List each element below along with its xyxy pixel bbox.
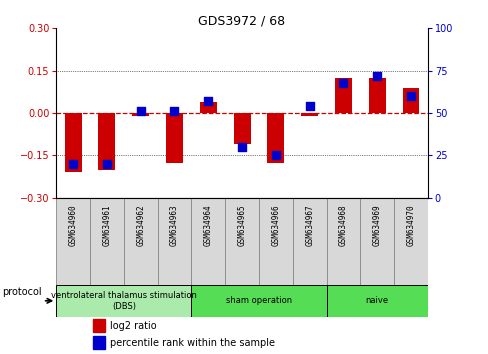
Point	[406, 93, 414, 99]
FancyBboxPatch shape	[56, 285, 191, 316]
Text: percentile rank within the sample: percentile rank within the sample	[110, 338, 275, 348]
FancyBboxPatch shape	[259, 198, 292, 285]
Point	[339, 80, 346, 85]
FancyBboxPatch shape	[56, 198, 90, 285]
Text: log2 ratio: log2 ratio	[110, 321, 157, 331]
Bar	[267, 113, 284, 162]
Text: GSM634962: GSM634962	[136, 205, 145, 246]
Bar	[166, 113, 183, 162]
Text: GSM634961: GSM634961	[102, 205, 111, 246]
Point	[238, 144, 245, 150]
Text: naive: naive	[365, 296, 388, 305]
Bar	[368, 78, 385, 113]
Bar	[132, 113, 149, 116]
FancyBboxPatch shape	[123, 198, 157, 285]
Text: GSM634965: GSM634965	[237, 205, 246, 246]
Bar	[402, 88, 419, 113]
Bar	[233, 113, 250, 144]
Bar	[200, 102, 216, 113]
FancyBboxPatch shape	[157, 198, 191, 285]
Point	[271, 153, 279, 158]
FancyBboxPatch shape	[90, 198, 123, 285]
Point	[372, 73, 380, 79]
Text: GSM634960: GSM634960	[68, 205, 78, 246]
Text: GSM634970: GSM634970	[406, 205, 415, 246]
Text: GSM634964: GSM634964	[203, 205, 212, 246]
Text: protocol: protocol	[2, 287, 42, 297]
Title: GDS3972 / 68: GDS3972 / 68	[198, 14, 285, 27]
Bar	[93, 336, 104, 349]
Text: GSM634969: GSM634969	[372, 205, 381, 246]
Bar	[64, 113, 81, 172]
FancyBboxPatch shape	[292, 198, 326, 285]
Point	[204, 98, 212, 104]
Text: GSM634966: GSM634966	[271, 205, 280, 246]
Bar	[334, 78, 351, 113]
FancyBboxPatch shape	[191, 198, 224, 285]
FancyBboxPatch shape	[360, 198, 393, 285]
Text: ventrolateral thalamus stimulation
(DBS): ventrolateral thalamus stimulation (DBS)	[51, 291, 196, 310]
Text: GSM634963: GSM634963	[170, 205, 179, 246]
Point	[305, 103, 313, 109]
Text: sham operation: sham operation	[225, 296, 291, 305]
Text: GSM634968: GSM634968	[338, 205, 347, 246]
Bar	[93, 319, 104, 332]
Point	[69, 161, 77, 167]
Point	[170, 109, 178, 114]
FancyBboxPatch shape	[326, 198, 360, 285]
FancyBboxPatch shape	[224, 198, 259, 285]
Point	[103, 161, 111, 167]
Bar	[98, 113, 115, 170]
FancyBboxPatch shape	[326, 285, 427, 316]
Text: GSM634967: GSM634967	[305, 205, 313, 246]
Bar	[301, 113, 317, 116]
Point	[137, 109, 144, 114]
FancyBboxPatch shape	[393, 198, 427, 285]
FancyBboxPatch shape	[191, 285, 326, 316]
